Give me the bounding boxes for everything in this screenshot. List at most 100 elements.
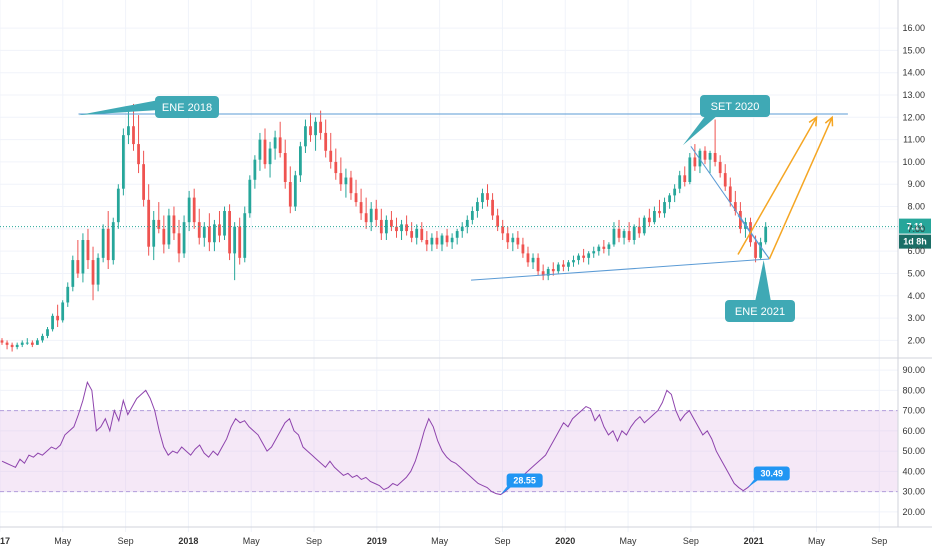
candle — [319, 110, 323, 140]
candle-body — [683, 175, 687, 182]
candle — [10, 342, 14, 352]
candle — [36, 338, 39, 345]
candle-body — [309, 126, 312, 136]
candle — [258, 132, 262, 171]
candle-body — [157, 219, 161, 229]
candle-body — [197, 222, 201, 238]
candle — [116, 184, 120, 229]
candle-body — [349, 177, 353, 194]
candle — [556, 262, 560, 274]
candle-body — [561, 264, 565, 267]
candle — [147, 184, 151, 256]
candle — [46, 327, 49, 339]
callout: ENE 2021 — [725, 260, 795, 322]
candle-body — [76, 260, 80, 274]
candle — [41, 333, 44, 343]
candle — [430, 233, 434, 252]
candle-body — [10, 344, 14, 348]
candle-body — [460, 226, 464, 232]
callout-box — [155, 96, 219, 118]
candle-body — [410, 231, 414, 238]
callout: SET 2020 — [682, 95, 770, 146]
candle — [71, 255, 75, 292]
y-tick-label: 2.00 — [907, 335, 925, 345]
candle — [723, 164, 727, 191]
y-tick-label: 10.00 — [902, 157, 925, 167]
candle-body — [273, 137, 277, 149]
candle — [420, 222, 424, 243]
candle — [637, 217, 641, 238]
candle — [304, 119, 307, 153]
candle-body — [81, 240, 85, 274]
x-tick-label: 2020 — [555, 536, 575, 546]
candle-body — [238, 226, 242, 258]
candle-body — [339, 173, 343, 185]
candle-body — [622, 231, 626, 238]
candle — [678, 170, 682, 194]
candle — [314, 117, 317, 151]
candle — [0, 338, 4, 345]
candle — [142, 150, 146, 207]
y-tick-label: 11.00 — [903, 135, 925, 145]
candle-body — [673, 188, 677, 196]
candle — [592, 246, 596, 258]
candle — [157, 202, 161, 234]
y-tick-label: 7.00 — [907, 224, 925, 234]
candle-body — [642, 217, 646, 234]
candle-body — [182, 222, 186, 254]
candle — [567, 260, 570, 272]
candle-body — [56, 315, 60, 321]
candle-body — [233, 226, 237, 254]
candle — [572, 255, 575, 267]
candle-body — [582, 255, 586, 258]
candle — [410, 222, 414, 243]
candle-body — [61, 302, 65, 321]
candle-body — [25, 342, 29, 344]
rsi-value-callout: 28.55 — [500, 473, 543, 495]
candle — [182, 215, 186, 258]
callout-label: ENE 2021 — [735, 306, 785, 318]
x-tick-label: 2021 — [744, 536, 764, 546]
candle — [127, 110, 130, 145]
candle — [642, 215, 646, 236]
x-tick-label: Sep — [118, 536, 134, 546]
trendline-down-channel-2 — [737, 215, 770, 260]
last-price-value: 7.11 — [906, 222, 923, 232]
candle-body — [491, 199, 494, 216]
candle — [162, 215, 166, 254]
callout-tail — [78, 100, 159, 116]
candle-body — [46, 329, 49, 336]
candle-body — [293, 175, 297, 207]
candle — [486, 184, 489, 207]
candle-body — [728, 186, 732, 203]
candle — [172, 206, 176, 240]
candle-body — [253, 159, 257, 180]
candle — [450, 233, 454, 249]
x-tick-label: Sep — [306, 536, 322, 546]
candle — [278, 121, 282, 158]
callout-tail — [682, 115, 718, 146]
candle-body — [213, 224, 216, 243]
rsi-callout-box — [753, 466, 790, 481]
rsi-y-tick-label: 40.00 — [902, 466, 925, 476]
rsi-y-tick-label: 20.00 — [902, 507, 925, 517]
candle-body — [723, 173, 727, 187]
candle-body — [162, 228, 166, 245]
candle-body — [678, 175, 682, 189]
candle-body — [496, 215, 500, 227]
rsi-y-tick-label: 90.00 — [902, 365, 925, 375]
rsi-band-fill — [0, 410, 898, 492]
candle-body — [546, 269, 550, 276]
x-tick-label: May — [620, 536, 638, 546]
candle — [223, 206, 226, 240]
candle — [425, 231, 429, 252]
candle-body — [15, 344, 19, 348]
candle-body — [597, 246, 601, 252]
candle-body — [713, 153, 717, 162]
candle-body — [602, 246, 606, 249]
candle-body — [0, 340, 4, 343]
candle-body — [556, 264, 560, 272]
projection-arrowhead — [824, 115, 834, 127]
candle-body — [632, 226, 636, 240]
candle — [243, 206, 247, 263]
